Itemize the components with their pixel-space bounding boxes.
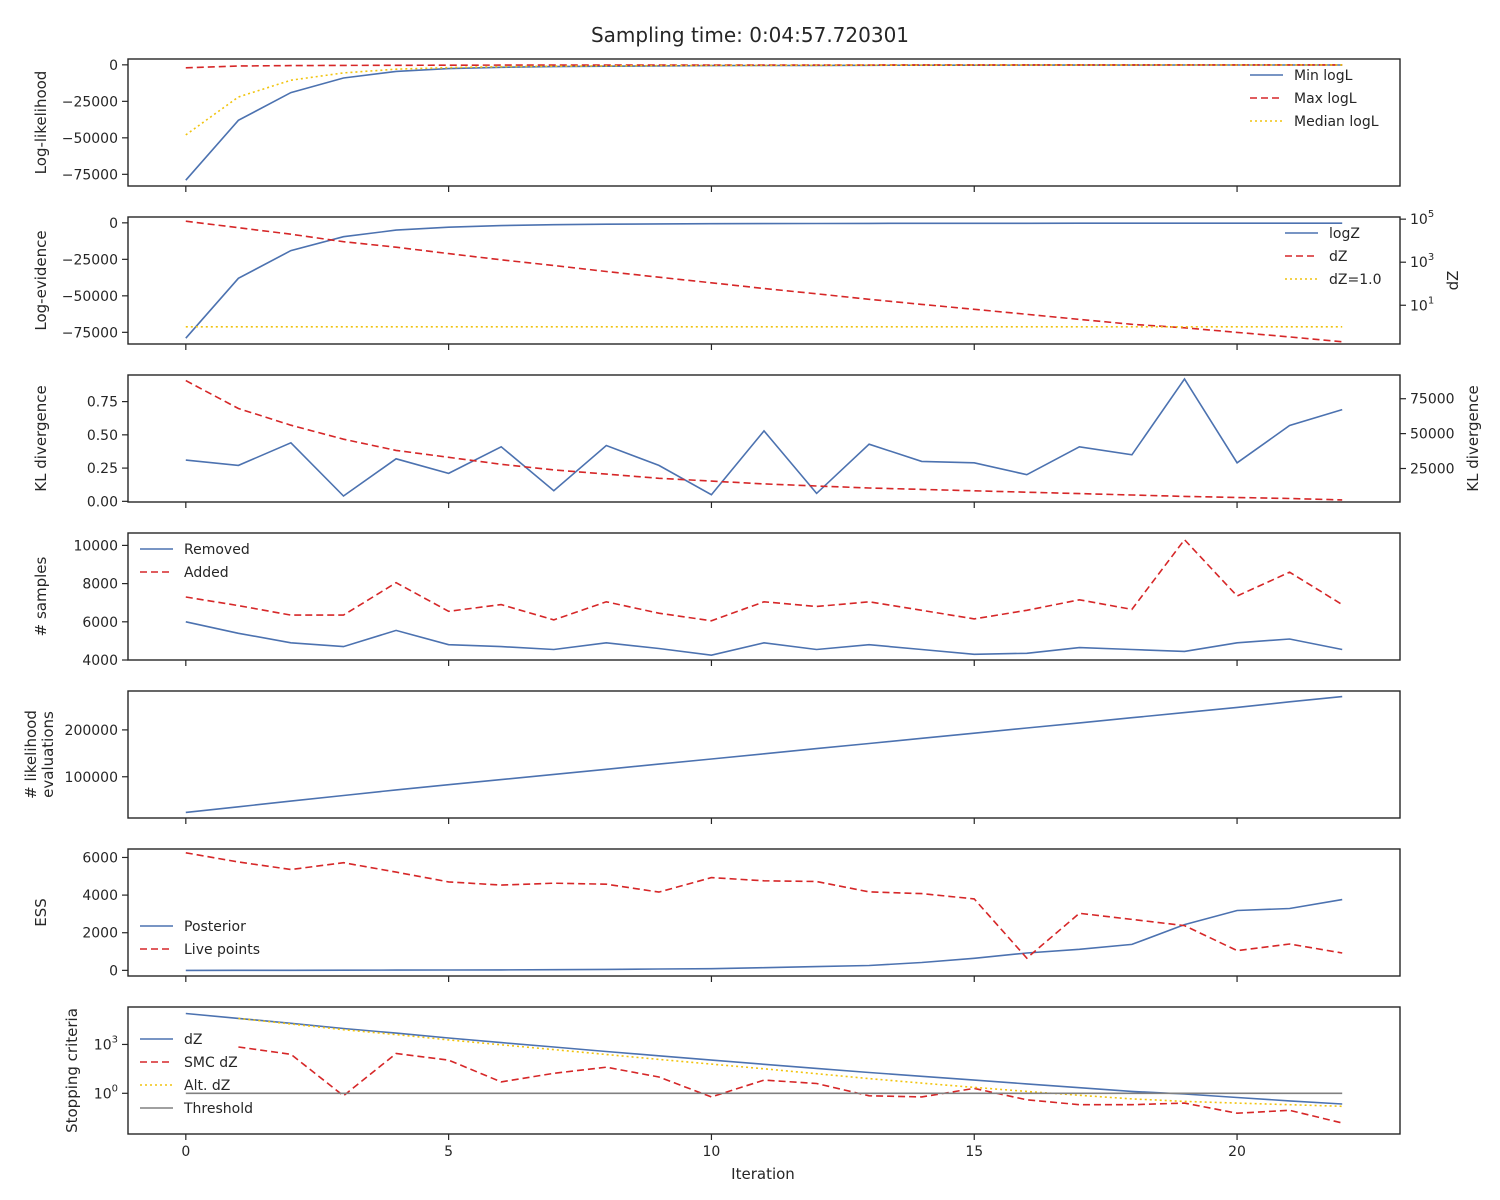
- y-axis-label: # likelihoodevaluations: [22, 710, 57, 799]
- panel-4: 4000 6000 8000 10000 # samples Removed Added: [32, 532, 1401, 669]
- x-tick-label: 15: [965, 1144, 983, 1160]
- series-1-line: [185, 695, 1343, 814]
- y-tick-label: 103: [94, 1034, 118, 1053]
- y-tick-label: 0.75: [87, 395, 118, 411]
- y-tick-label: −75000: [62, 167, 118, 183]
- panel-1: 0 −25000 −50000 −75000 Log-likelihood Min log…: [32, 58, 1401, 192]
- y-axis-label: KL divergence: [32, 385, 50, 491]
- y-tick-label: 100: [94, 1083, 118, 1102]
- axes-frame: [127, 848, 1401, 977]
- y-axis-label: Stopping criteria: [63, 1008, 81, 1133]
- series-1-line: [185, 377, 1343, 498]
- y2-tick-label: 101: [1410, 295, 1434, 314]
- series-added-line: [185, 538, 1343, 622]
- axes-frame: [127, 58, 1401, 187]
- y2-tick-label: 25000: [1410, 462, 1455, 478]
- axes-frame: [127, 374, 1401, 503]
- legend-label: Added: [184, 565, 229, 581]
- y-axis-label: ESS: [32, 898, 50, 927]
- y2-axis-label: dZ: [1444, 271, 1462, 291]
- y-tick-label: −25000: [62, 94, 118, 110]
- legend-label: Max logL: [1294, 91, 1357, 107]
- y2-axis-label: KL divergence: [1464, 385, 1482, 491]
- y-tick-label: 2000: [82, 926, 118, 942]
- x-axis-label: Iteration: [731, 1165, 795, 1183]
- x-tick-label: 5: [444, 1144, 453, 1160]
- panel-7: 0 5 10 15 20 103 100 Stopping criteria dZ SMC dZ A…: [63, 1006, 1401, 1160]
- legend-label: Live points: [184, 942, 260, 958]
- series-smc-dz-line: [238, 1046, 1343, 1124]
- y-tick-label: 200000: [65, 723, 118, 739]
- y-tick-label: 8000: [82, 577, 118, 593]
- axes-frame: [127, 1006, 1401, 1135]
- legend-label: dZ: [1329, 249, 1347, 265]
- y-tick-label: 10000: [73, 538, 118, 554]
- panel-2: 0 −25000 −50000 −75000 105 103 101 Log-evidence…: [32, 209, 1462, 350]
- series-max-logl-line: [185, 64, 1343, 69]
- panel-6: 0 2000 4000 6000 ESS Posterior Live points: [32, 848, 1401, 982]
- legend-label: Alt. dZ: [184, 1078, 230, 1094]
- y-tick-label: −50000: [62, 289, 118, 305]
- axes-frame: [127, 216, 1401, 345]
- legend-label: Threshold: [183, 1101, 253, 1117]
- y-axis-label: # samples: [32, 556, 50, 636]
- axes-frame: [127, 532, 1401, 661]
- y-tick-label: 4000: [82, 653, 118, 669]
- x-tick-label: 20: [1228, 1144, 1246, 1160]
- y-tick-label: 4000: [82, 888, 118, 904]
- y-tick-label: 6000: [82, 615, 118, 631]
- y-tick-label: 0: [109, 58, 118, 74]
- legend-label: Posterior: [184, 919, 246, 935]
- legend-label: dZ: [184, 1032, 202, 1048]
- y-tick-label: 100000: [65, 770, 118, 786]
- y-tick-label: 0.50: [87, 428, 118, 444]
- y-tick-label: 0: [109, 216, 118, 232]
- y-axis-label: Log-evidence: [32, 230, 50, 330]
- y2-tick-label: 75000: [1410, 392, 1455, 408]
- x-tick-label: 10: [703, 1144, 721, 1160]
- y-tick-label: 0.00: [87, 494, 118, 510]
- panels: 0 −25000 −50000 −75000 Log-likelihood Min log…: [22, 58, 1482, 1160]
- y-tick-label: 0: [109, 963, 118, 979]
- y-axis-label: Log-likelihood: [32, 71, 50, 175]
- y-tick-label: −75000: [62, 325, 118, 341]
- series-live-points-line: [185, 852, 1343, 960]
- legend-label: SMC dZ: [184, 1055, 238, 1071]
- series-logz-line: [185, 222, 1343, 339]
- panel-5: 100000 200000 # likelihoodevaluations: [22, 690, 1401, 824]
- series-posterior-line: [185, 898, 1343, 972]
- figure-title: Sampling time: 0:04:57.720301: [591, 23, 909, 47]
- series-dz-line: [185, 220, 1343, 343]
- y2-tick-label: 105: [1410, 209, 1434, 228]
- panel-3: 0.00 0.25 0.50 0.75 25000 50000 75000 KL diverg…: [32, 374, 1482, 510]
- legend-label: Min logL: [1294, 68, 1353, 84]
- y2-tick-label: 50000: [1410, 427, 1455, 443]
- series-removed-line: [185, 621, 1343, 657]
- legend-label: dZ=1.0: [1329, 272, 1381, 288]
- series-min-logl-line: [185, 64, 1343, 181]
- x-tick-label: 0: [181, 1144, 190, 1160]
- legend-label: Median logL: [1294, 114, 1379, 130]
- axes-frame: [127, 690, 1401, 819]
- y-tick-label: −25000: [62, 252, 118, 268]
- legend-label: logZ: [1329, 226, 1360, 242]
- y-tick-label: −50000: [62, 131, 118, 147]
- series-dz-line: [185, 1012, 1343, 1105]
- y2-tick-label: 103: [1410, 252, 1434, 271]
- y-tick-label: 0.25: [87, 461, 118, 477]
- y-tick-label: 6000: [82, 850, 118, 866]
- legend-label: Removed: [184, 542, 250, 558]
- series-2-line: [185, 379, 1343, 501]
